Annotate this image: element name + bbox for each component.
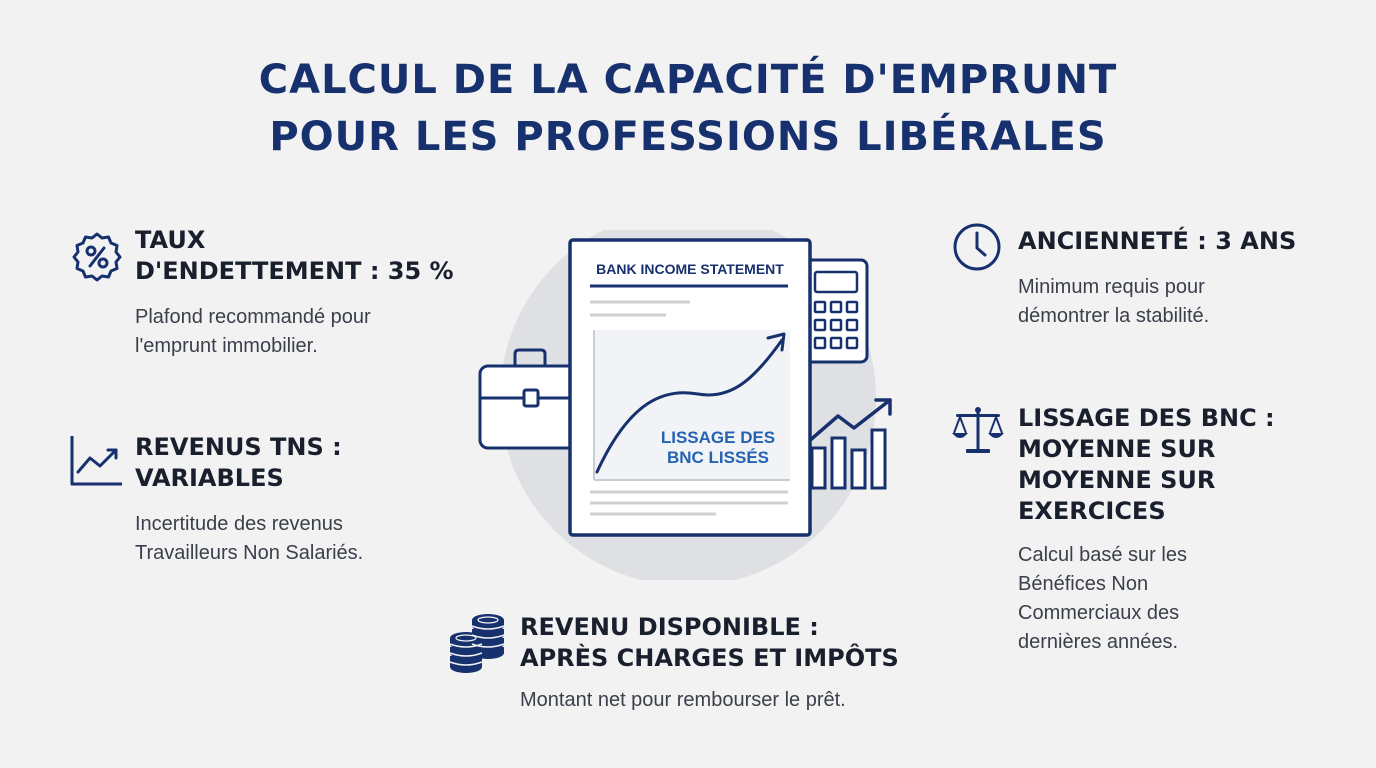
anciennete-heading-line1: ANCIENNETÉ : 3 ANS [1018, 227, 1297, 255]
lissage-desc-line3: Commerciaux des [1018, 602, 1180, 624]
revenus-block: REVENUS TNS : VARIABLES Incertitude des … [135, 432, 363, 568]
taux-desc-line2: l'emprunt immobilier. [135, 335, 318, 357]
lissage-heading-line3: MOYENNE SUR [1018, 466, 1216, 494]
revenu-disponible-heading-line2: APRÈS CHARGES ET IMPÔTS [520, 644, 899, 672]
revenus-desc-line2: Travailleurs Non Salariés. [135, 542, 364, 564]
page-title: CALCUL DE LA CAPACITÉ D'EMPRUNT POUR LES… [0, 52, 1376, 166]
lissage-block: LISSAGE DES BNC : MOYENNE SUR MOYENNE SU… [1018, 403, 1275, 657]
calculator-icon [803, 258, 869, 364]
document-title: BANK INCOME STATEMENT [596, 261, 784, 277]
revenu-disponible-heading-line1: REVENU DISPONIBLE : [520, 613, 819, 641]
taux-heading-line2: D'ENDETTEMENT : 35 % [135, 257, 454, 285]
clock-icon [951, 221, 1003, 273]
anciennete-desc-line2: démontrer la stabilité. [1018, 305, 1210, 327]
taux-heading: TAUX D'ENDETTEMENT : 35 % [135, 225, 454, 287]
taux-block: TAUX D'ENDETTEMENT : 35 % Plafond recomm… [135, 225, 454, 361]
revenus-heading-line1: REVENUS TNS : [135, 433, 342, 461]
central-illustration: BANK INCOME STATEMENT LISSAGE DES BNC LI… [470, 210, 910, 586]
chart-label-line1: LISSAGE DES [661, 428, 775, 447]
taux-heading-line1: TAUX [135, 226, 206, 254]
revenu-disponible-description: Montant net pour rembourser le prêt. [520, 686, 899, 715]
revenus-desc-line1: Incertitude des revenus [135, 513, 343, 535]
anciennete-desc-line1: Minimum requis pour [1018, 276, 1205, 298]
revenus-description: Incertitude des revenus Travailleurs Non… [135, 510, 363, 568]
anciennete-heading: ANCIENNETÉ : 3 ANS [1018, 226, 1296, 257]
revenu-disponible-heading: REVENU DISPONIBLE : APRÈS CHARGES ET IMP… [520, 612, 899, 674]
revenu-disponible-block: REVENU DISPONIBLE : APRÈS CHARGES ET IMP… [520, 612, 899, 715]
taux-desc-line1: Plafond recommandé pour [135, 306, 371, 328]
document-icon: BANK INCOME STATEMENT LISSAGE DES BNC LI… [568, 238, 812, 537]
revenus-heading-line2: VARIABLES [135, 464, 284, 492]
lissage-desc-line1: Calcul basé sur les [1018, 544, 1187, 566]
briefcase-icon [478, 348, 582, 450]
lissage-heading-line1: LISSAGE DES BNC : [1018, 404, 1275, 432]
coins-stack-icon [448, 612, 508, 674]
anciennete-description: Minimum requis pour démontrer la stabili… [1018, 273, 1296, 331]
taux-description: Plafond recommandé pour l'emprunt immobi… [135, 303, 454, 361]
lissage-heading-line2: MOYENNE SUR [1018, 435, 1216, 463]
percent-badge-icon [70, 230, 124, 284]
lissage-heading-line4: EXERCICES [1018, 497, 1166, 525]
lissage-desc-line2: Bénéfices Non [1018, 573, 1149, 595]
lissage-description: Calcul basé sur les Bénéfices Non Commer… [1018, 541, 1275, 657]
page-title-line2: POUR LES PROFESSIONS LIBÉRALES [269, 114, 1107, 160]
lissage-heading: LISSAGE DES BNC : MOYENNE SUR MOYENNE SU… [1018, 403, 1275, 527]
revenu-disponible-desc-line1: Montant net pour rembourser le prêt. [520, 689, 846, 711]
chart-label-line2: BNC LISSÉS [667, 448, 769, 467]
balance-scale-icon [950, 405, 1006, 457]
revenus-heading: REVENUS TNS : VARIABLES [135, 432, 363, 494]
anciennete-block: ANCIENNETÉ : 3 ANS Minimum requis pour d… [1018, 226, 1296, 331]
bar-chart-icon [806, 398, 892, 490]
trending-up-icon [68, 432, 124, 488]
page-title-line1: CALCUL DE LA CAPACITÉ D'EMPRUNT [258, 57, 1118, 103]
lissage-desc-line4: dernières années. [1018, 631, 1179, 653]
